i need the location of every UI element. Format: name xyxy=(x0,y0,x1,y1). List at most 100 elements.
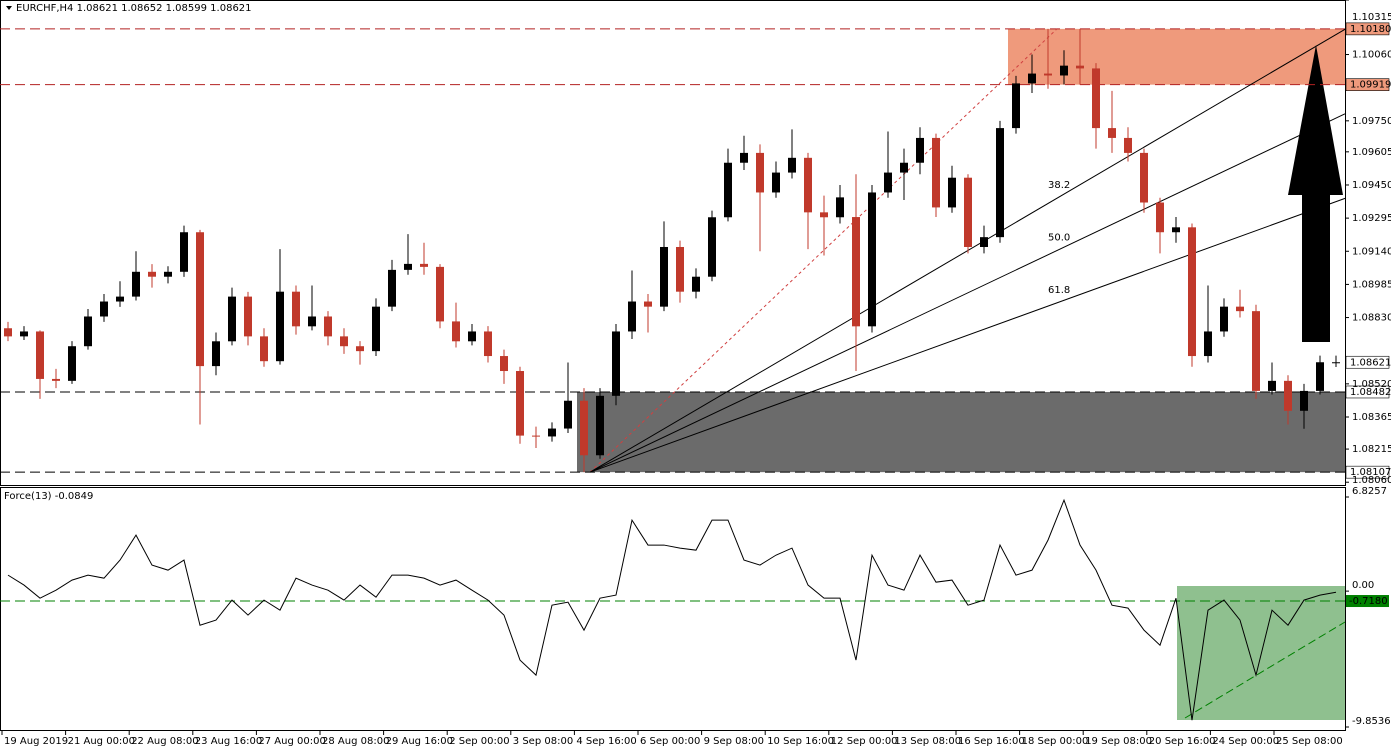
zones-layer xyxy=(577,28,1345,473)
x-tick-label: 6 Sep 00:00 xyxy=(640,736,700,747)
level-label: 1.10180 xyxy=(1350,24,1391,35)
candle-body xyxy=(1108,128,1116,138)
y-tick-label: 1.10060 xyxy=(1352,50,1391,61)
candle-body xyxy=(804,157,812,213)
candle-body xyxy=(1044,73,1052,76)
candle-body xyxy=(692,276,700,292)
candle-body xyxy=(292,291,300,327)
candle-body xyxy=(1156,202,1164,233)
candle-body xyxy=(548,428,556,437)
candle-body xyxy=(356,346,364,352)
candle-body xyxy=(644,301,652,307)
y-tick-label: 0.00 xyxy=(1352,580,1374,591)
x-tick-label: 20 Sep 16:00 xyxy=(1149,736,1216,747)
candle-body xyxy=(276,291,284,362)
candle-body xyxy=(436,266,444,322)
level-label-box xyxy=(1345,465,1390,479)
level-label-box xyxy=(1345,22,1390,36)
x-tick-label: 9 Sep 08:00 xyxy=(704,736,764,747)
fan-baseline xyxy=(589,28,1058,473)
y-tick-label: 1.08060 xyxy=(1352,475,1391,486)
price-label-box xyxy=(1345,355,1390,369)
candle-body xyxy=(228,296,236,342)
y-tick-label: 6.8257 xyxy=(1352,486,1387,497)
candle-body xyxy=(932,137,940,208)
x-tick-label: 2 Sep 00:00 xyxy=(449,736,509,747)
candle-body xyxy=(68,346,76,381)
candle-body xyxy=(948,177,956,208)
candle-body xyxy=(500,356,508,372)
zone xyxy=(577,391,1345,473)
candle-body xyxy=(260,336,268,362)
candle-body xyxy=(132,271,140,297)
candle-body xyxy=(420,263,428,267)
candle-body xyxy=(788,157,796,173)
candle-body xyxy=(1252,311,1260,391)
fan-label: 38.2 xyxy=(1048,180,1070,191)
x-tick-label: 10 Sep 16:00 xyxy=(767,736,834,747)
candle-body xyxy=(148,271,156,277)
candle-body xyxy=(36,331,44,379)
candle-body xyxy=(612,331,620,396)
y-tick-label: 1.09140 xyxy=(1352,246,1391,257)
level-label: 1.08107 xyxy=(1350,467,1391,478)
candle-body xyxy=(1188,227,1196,357)
candle-body xyxy=(532,435,540,437)
candle-body xyxy=(164,271,172,277)
x-tick-label: 24 Sep 00:00 xyxy=(1212,736,1279,747)
y-tick-label: 1.08520 xyxy=(1352,379,1391,390)
force-line xyxy=(7,498,1337,721)
candle-body xyxy=(660,246,668,307)
level-label: -0.7180 xyxy=(1349,596,1388,607)
candle-body xyxy=(628,301,636,332)
candle-body xyxy=(900,162,908,173)
candle-body xyxy=(980,237,988,247)
candle-body xyxy=(20,331,28,337)
candle-body xyxy=(740,152,748,163)
candle-body xyxy=(1172,227,1180,233)
candle-body xyxy=(580,400,588,456)
y-tick-label: 1.08365 xyxy=(1352,412,1391,423)
candle-body xyxy=(724,162,732,218)
candle-body xyxy=(1028,73,1036,84)
x-tick-label: 3 Sep 08:00 xyxy=(513,736,573,747)
candle-body xyxy=(484,331,492,357)
candle-body xyxy=(676,246,684,292)
chart-title: EURCHF,H4 1.08621 1.08652 1.08599 1.0862… xyxy=(16,3,252,14)
candle-body xyxy=(1140,152,1148,203)
candle-body xyxy=(196,232,204,367)
y-tick-label: 1.09750 xyxy=(1352,116,1391,127)
level-label-box xyxy=(1346,595,1389,608)
candle-body xyxy=(4,328,12,337)
candle-body xyxy=(564,400,572,429)
menu-triangle[interactable] xyxy=(6,6,12,10)
candle-body xyxy=(1316,362,1324,391)
x-tick-label: 25 Sep 08:00 xyxy=(1276,736,1343,747)
x-tick-label: 18 Sep 00:00 xyxy=(1022,736,1089,747)
candle-body xyxy=(468,331,476,342)
candle-body xyxy=(820,212,828,218)
candle-body xyxy=(756,152,764,193)
candle-body xyxy=(452,321,460,342)
y-tick-label: 1.09605 xyxy=(1352,147,1391,158)
candle-body xyxy=(244,296,252,337)
level-label: 1.08482 xyxy=(1350,387,1391,398)
fan-line xyxy=(589,113,1346,473)
force-panel-frame xyxy=(0,487,1346,731)
candle-body xyxy=(372,306,380,352)
level-label-box xyxy=(1345,78,1390,91)
candle-body xyxy=(852,217,860,327)
candle-body xyxy=(996,128,1004,238)
candle-body xyxy=(340,336,348,347)
candle-body xyxy=(1220,306,1228,332)
trend-line xyxy=(1184,621,1346,719)
candle-body xyxy=(308,316,316,327)
candle-body xyxy=(404,263,412,270)
price-label: 1.08621 xyxy=(1350,357,1391,368)
candle-body xyxy=(100,301,108,317)
x-tick-label: 27 Aug 00:00 xyxy=(258,736,325,747)
y-tick-label: 1.08985 xyxy=(1352,279,1391,290)
indicator-title: Force(13) -0.0849 xyxy=(4,491,93,502)
level-label-box xyxy=(1345,385,1390,399)
